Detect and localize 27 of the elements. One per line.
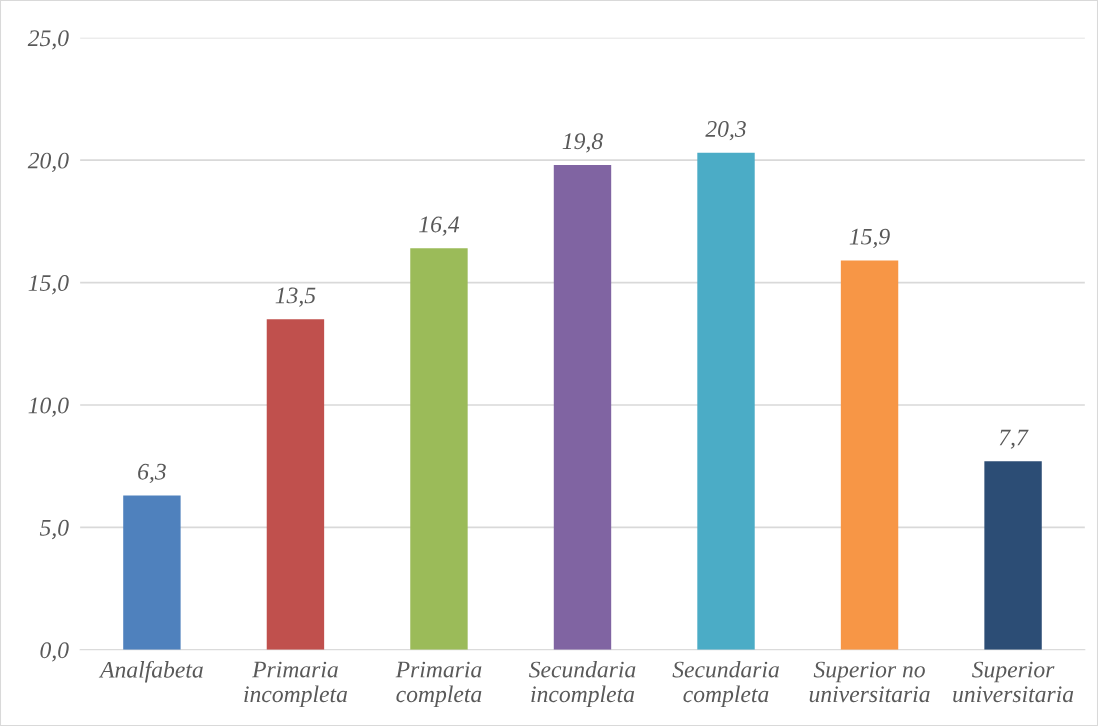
data-label: 20,3 [705,120,746,141]
x-tick-label: Superior universitaria [953,661,1074,703]
y-tick-label: 10,0 [28,397,69,417]
y-tick-label: 5,0 [39,519,69,540]
data-label: 16,4 [419,216,460,236]
y-tick-label: 20,0 [27,152,69,172]
bar [697,152,755,650]
x-tick-label: Primaria incompleta [244,661,348,707]
y-tick-label: 0,0 [40,642,69,662]
data-label: 13,5 [275,287,316,307]
y-tick-label: 25,0 [27,30,69,50]
bar [553,165,612,650]
bar [123,495,181,650]
data-label: 6,3 [138,463,166,484]
x-tick-label: Secundaria completa [672,660,779,707]
bar [410,248,468,650]
x-tick-label: Superior no universitaria [809,661,930,703]
data-label: 19,8 [562,133,603,153]
data-label: 7,7 [999,429,1029,449]
y-tick-label: 15,0 [28,275,69,295]
x-tick-label: Primaria completa [395,661,482,707]
bar [266,319,325,650]
bar [984,461,1042,650]
data-label: 15,9 [849,228,890,249]
x-tick-label: Secundaria incompleta [528,660,636,707]
bar [840,260,899,650]
x-tick-label: Analfabeta [98,660,203,683]
